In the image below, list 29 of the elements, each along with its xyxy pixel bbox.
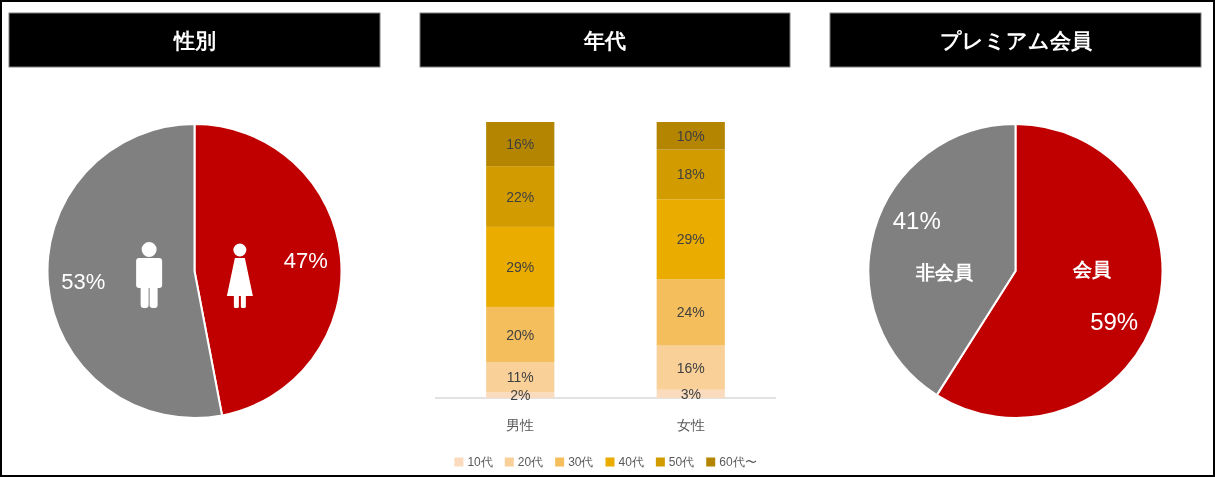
data-label: 59%: [1090, 308, 1139, 336]
chart-title: プレミアム会員: [939, 28, 1092, 52]
chart-title: 性別: [171, 28, 216, 52]
chart-title: 年代: [583, 28, 626, 52]
data-label: 29%: [506, 258, 535, 275]
x-tick-label: 男性: [506, 417, 535, 433]
data-label: 20%: [506, 326, 535, 343]
data-label: 18%: [676, 166, 705, 183]
data-label: 24%: [676, 304, 705, 321]
x-tick-label: 女性: [676, 417, 705, 433]
legend-label: 30代: [568, 455, 594, 469]
data-label: 29%: [676, 231, 705, 248]
slice-label: 非会員: [915, 261, 974, 283]
data-label: 22%: [506, 188, 535, 205]
data-label: 53%: [61, 269, 106, 295]
data-label: 2%: [510, 387, 531, 404]
data-label: 10%: [676, 127, 705, 144]
data-label: 41%: [892, 206, 941, 234]
data-label: 3%: [680, 385, 701, 402]
legend-label: 10代: [467, 455, 493, 469]
data-label: 16%: [676, 359, 705, 376]
legend-label: 20代: [517, 455, 544, 469]
data-label: 11%: [506, 369, 534, 386]
data-label: 16%: [506, 136, 535, 153]
data-label: 47%: [283, 247, 328, 273]
legend-label: 60代〜: [719, 455, 757, 469]
legend-label: 40代: [618, 455, 644, 469]
slice-label: 会員: [1072, 259, 1112, 281]
legend-label: 50代: [668, 455, 695, 469]
